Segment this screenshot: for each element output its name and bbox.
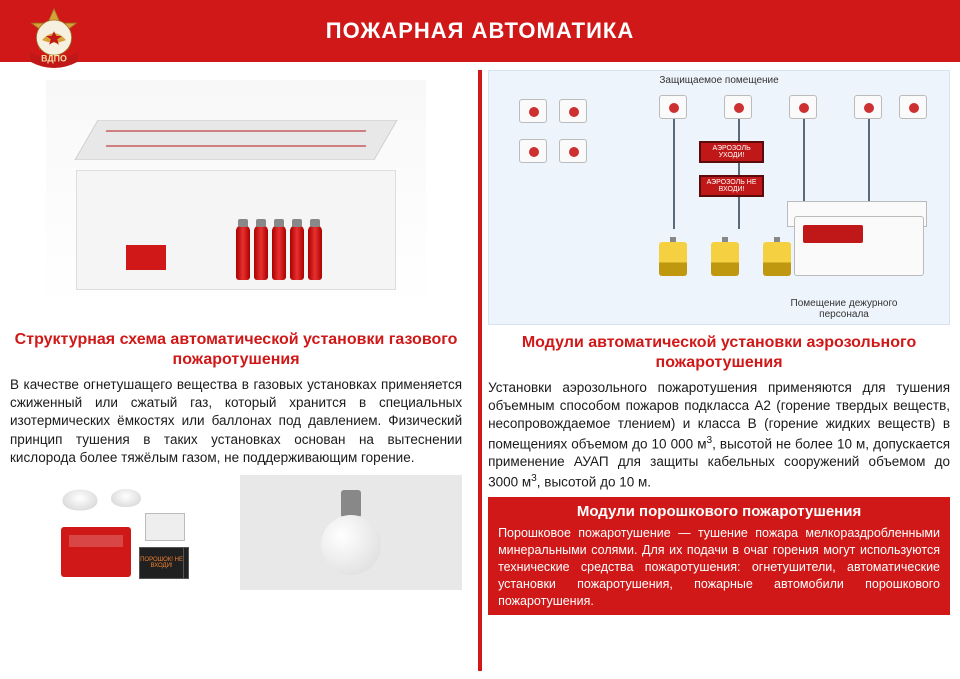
right-column: Защищаемое помещение АЭРОЗОЛЬ УХОДИ! АЭР… (488, 62, 960, 679)
aerosol-system-schematic: Защищаемое помещение АЭРОЗОЛЬ УХОДИ! АЭР… (488, 70, 950, 325)
powder-module-image (240, 475, 462, 590)
left-section-title: Структурная схема автоматической установ… (10, 330, 462, 370)
right-section-title-2: Модули порошкового пожаротушения (498, 503, 940, 522)
left-body-text: В качестве огнетушащего вещества в газов… (10, 376, 462, 467)
gas-system-diagram (10, 70, 462, 320)
column-divider (478, 70, 482, 671)
warning-sign-1: АЭРОЗОЛЬ УХОДИ! (699, 141, 764, 163)
left-column: Структурная схема автоматической установ… (0, 62, 472, 679)
alarm-panel-image: ПОРОШОК! УХОДИ! ПОРОШОК! НЕ ВХОДИ! (10, 475, 232, 590)
powder-section: Модули порошкового пожаротушения Порошко… (488, 497, 950, 615)
vdpo-logo: ВДПО (14, 4, 94, 84)
right-body-text-1: Установки аэрозольного пожаротушения при… (488, 379, 950, 491)
right-section-title-1: Модули автоматической установки аэрозоль… (488, 333, 950, 373)
page-title: ПОЖАРНАЯ АВТОМАТИКА (326, 18, 634, 44)
warning-sign-2: АЭРОЗОЛЬ НЕ ВХОДИ! (699, 175, 764, 197)
control-panel (794, 216, 924, 276)
content: Структурная схема автоматической установ… (0, 62, 960, 679)
svg-text:ВДПО: ВДПО (41, 54, 67, 64)
schem-bottom-label: Помещение дежурного персонала (769, 298, 919, 320)
schem-top-label: Защищаемое помещение (489, 75, 949, 86)
right-body-text-2: Порошковое пожаротушение — тушение пожар… (498, 525, 940, 609)
header-bar: ПОЖАРНАЯ АВТОМАТИКА (0, 0, 960, 62)
bottom-image-row: ПОРОШОК! УХОДИ! ПОРОШОК! НЕ ВХОДИ! (10, 475, 462, 590)
